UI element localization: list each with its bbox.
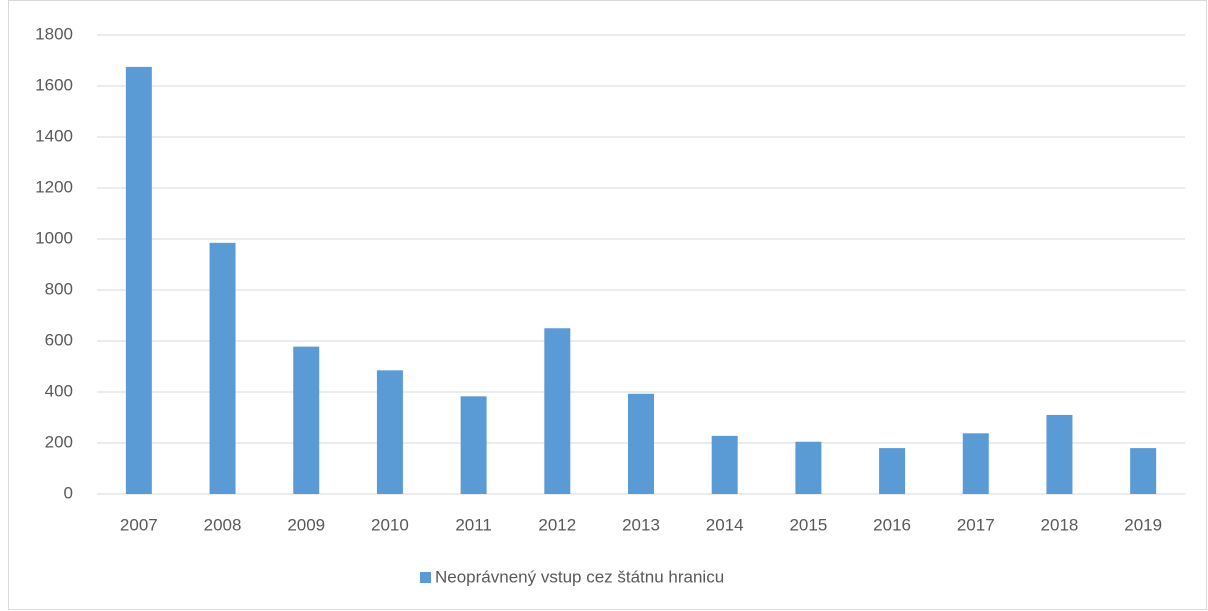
- x-tick-label: 2012: [538, 515, 576, 534]
- y-tick-label: 1800: [35, 24, 73, 43]
- legend-label: Neoprávnený vstup cez štátnu hranicu: [435, 567, 724, 586]
- x-tick-label: 2008: [204, 515, 242, 534]
- x-tick-label: 2017: [957, 515, 995, 534]
- x-tick-label: 2013: [622, 515, 660, 534]
- bar: [795, 441, 822, 494]
- bar: [1046, 414, 1073, 494]
- y-tick-label: 800: [45, 279, 73, 298]
- bar: [628, 393, 654, 494]
- x-tick-label: 2007: [120, 515, 158, 534]
- bar: [879, 448, 906, 494]
- bar: [1130, 448, 1157, 494]
- x-tick-label: 2014: [706, 515, 744, 534]
- y-tick-label: 1600: [35, 75, 73, 94]
- bar: [376, 370, 403, 494]
- x-tick-label: 2018: [1041, 515, 1079, 534]
- bar: [962, 433, 989, 494]
- bar: [544, 328, 571, 494]
- y-tick-label: 400: [45, 381, 73, 400]
- y-tick-label: 0: [64, 483, 73, 502]
- x-tick-label: 2009: [287, 515, 325, 534]
- y-tick-label: 200: [45, 432, 73, 451]
- bar: [209, 242, 236, 494]
- x-tick-label: 2016: [873, 515, 911, 534]
- y-tick-label: 1200: [35, 177, 73, 196]
- chart-border: [8, 0, 1207, 610]
- bar: [711, 435, 738, 494]
- x-tick-label: 2019: [1124, 515, 1162, 534]
- y-tick-label: 1400: [35, 126, 73, 145]
- y-tick-label: 600: [45, 330, 73, 349]
- bar: [293, 346, 320, 494]
- x-tick-label: 2011: [455, 515, 492, 534]
- y-tick-label: 1000: [35, 228, 73, 247]
- x-tick-label: 2010: [371, 515, 409, 534]
- bar: [125, 66, 152, 494]
- legend-swatch: [420, 572, 431, 583]
- bar: [460, 396, 487, 494]
- x-tick-label: 2015: [789, 515, 827, 534]
